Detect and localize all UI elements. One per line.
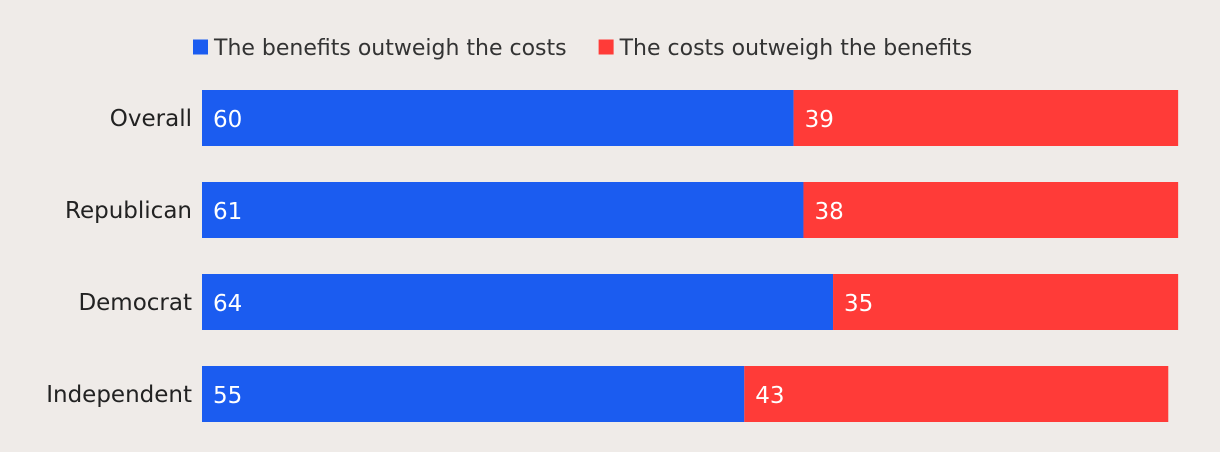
legend-label: The benefits outweigh the costs (213, 36, 567, 61)
bar-segment-republican-costs (803, 182, 1179, 238)
bar-segment-overall-costs (793, 90, 1179, 146)
legend-swatch (193, 39, 208, 55)
bar-row-independent: Independent 55 43 (46, 366, 1169, 422)
data-label: 55 (213, 383, 242, 409)
category-label: Republican (65, 198, 192, 224)
data-label: 60 (213, 107, 242, 133)
bar-segment-democrat-benefits (202, 274, 834, 330)
bar-segment-democrat-costs (833, 274, 1179, 330)
data-label: 35 (844, 291, 873, 317)
data-label: 39 (805, 107, 834, 133)
legend: The benefits outweigh the costs The costs… (193, 36, 972, 61)
data-label: 61 (213, 199, 242, 225)
data-label: 43 (755, 383, 784, 409)
legend-item-the-benefits-outweigh-the-costs: The benefits outweigh the costs (193, 36, 567, 61)
legend-swatch (598, 39, 614, 55)
bar-segment-independent-costs (744, 366, 1169, 422)
bar-row-republican: Republican 61 38 (65, 182, 1179, 238)
bar-row-overall: Overall 60 39 (110, 90, 1179, 146)
data-label: 64 (213, 291, 242, 317)
data-label: 38 (814, 199, 843, 225)
bars: Overall 60 39 Republican 61 38 Democrat 64 35 Ind… (46, 90, 1179, 422)
legend-label: The costs outweigh the benefits (619, 36, 973, 61)
category-label: Independent (46, 382, 192, 408)
category-label: Democrat (78, 290, 192, 316)
bar-segment-independent-benefits (202, 366, 745, 422)
bar-segment-republican-benefits (202, 182, 804, 238)
bar-segment-overall-benefits (202, 90, 794, 146)
legend-item-the-costs-outweigh-the-benefits: The costs outweigh the benefits (598, 36, 973, 61)
category-label: Overall (110, 106, 192, 132)
bar-row-democrat: Democrat 64 35 (78, 274, 1179, 330)
